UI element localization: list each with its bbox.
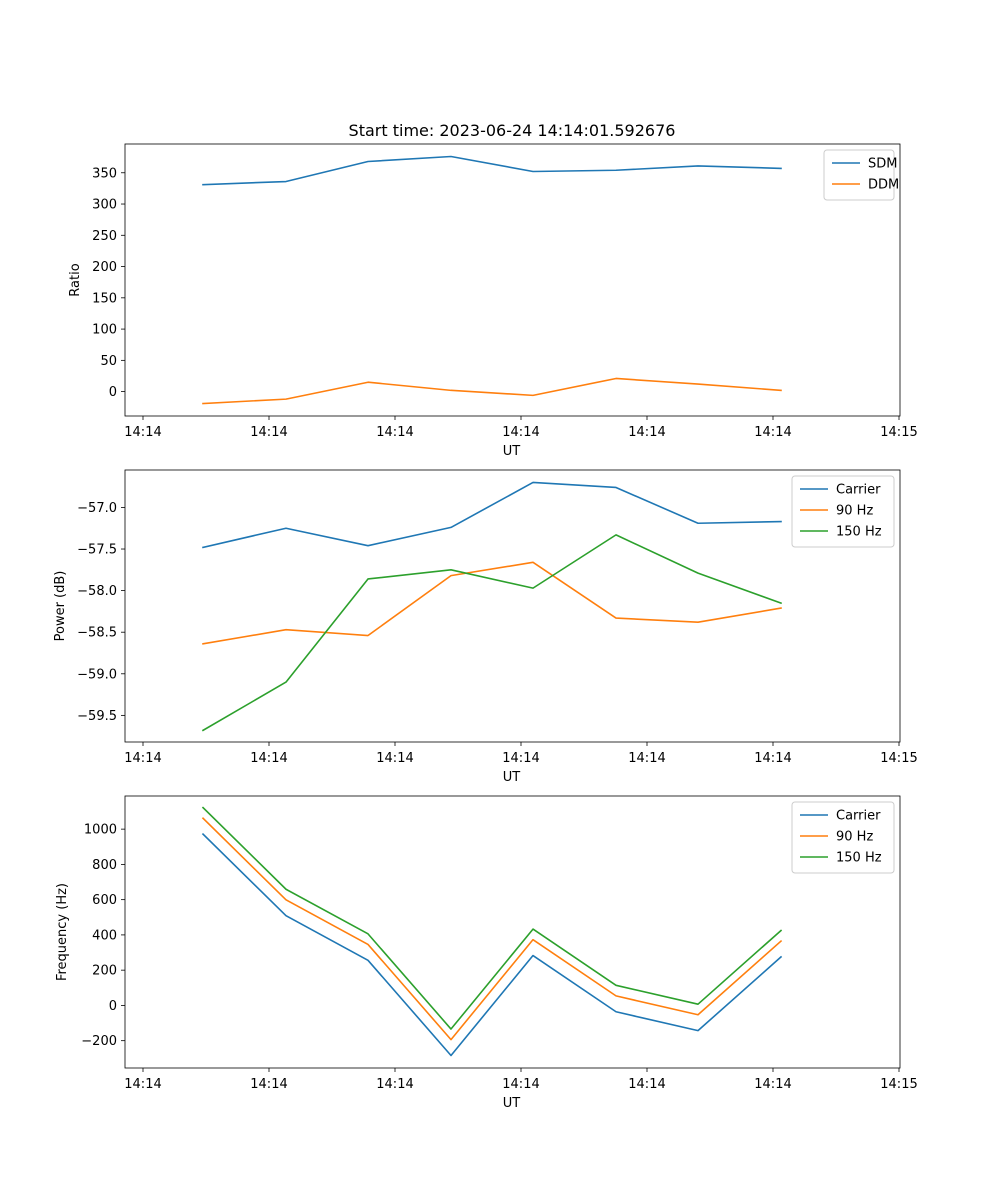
series-line-3-2 xyxy=(201,817,783,1041)
x-tick-label: 14:14 xyxy=(376,425,413,440)
x-tick-label: 14:14 xyxy=(628,425,665,440)
y-tick-label: −200 xyxy=(81,1034,117,1049)
x-tick-label: 14:14 xyxy=(124,1077,161,1092)
y-tick-label: 100 xyxy=(92,323,117,338)
series-line-2-3 xyxy=(201,534,783,732)
legend-label: 150 Hz xyxy=(836,851,882,866)
figure-title: Start time: 2023-06-24 14:14:01.592676 xyxy=(349,121,676,140)
legend-label: 150 Hz xyxy=(836,525,882,540)
x-tick-label: 14:14 xyxy=(502,425,539,440)
legend-box xyxy=(791,801,895,874)
x-tick-label: 14:14 xyxy=(376,1077,413,1092)
x-tick-label: 14:14 xyxy=(754,1077,791,1092)
y-tick-label: −59.5 xyxy=(77,709,117,724)
x-tick-label: 14:14 xyxy=(250,425,287,440)
x-axis-label: UT xyxy=(503,1096,521,1111)
legend-label: SDM xyxy=(868,157,897,172)
series-line-3-3 xyxy=(201,806,783,1030)
legend-label: Carrier xyxy=(836,809,881,824)
x-tick-label: 14:15 xyxy=(880,751,917,766)
chart-panels: 14:14 14:14 14:14 14:14 14:14 14:14 14:15 0 50 10… xyxy=(53,143,918,1111)
y-tick-label: 200 xyxy=(92,260,117,275)
legend-label: 90 Hz xyxy=(836,830,873,845)
y-tick-label: −58.0 xyxy=(77,584,117,599)
legend-label: DDM xyxy=(868,178,899,193)
x-axis-label: UT xyxy=(503,444,521,459)
x-tick-label: 14:14 xyxy=(628,751,665,766)
y-tick-label: 150 xyxy=(92,291,117,306)
y-tick-label: 250 xyxy=(92,229,117,244)
y-axis-label: Frequency (Hz) xyxy=(55,883,70,981)
legend-box xyxy=(791,475,895,548)
y-tick-label: 800 xyxy=(92,858,117,873)
y-tick-label: 600 xyxy=(92,893,117,908)
chart-panel-2: 14:14 14:14 14:14 14:14 14:14 14:14 14:15 −59.5… xyxy=(53,469,918,785)
legend: Carrier 90 Hz 150 Hz xyxy=(791,475,895,548)
axes-frame xyxy=(124,469,901,743)
x-tick-label: 14:14 xyxy=(250,1077,287,1092)
y-tick-label: 200 xyxy=(92,964,117,979)
x-tick-label: 14:14 xyxy=(502,1077,539,1092)
y-tick-label: −59.0 xyxy=(77,667,117,682)
x-tick-label: 14:15 xyxy=(880,1077,917,1092)
y-tick-label: 400 xyxy=(92,928,117,943)
legend-label: Carrier xyxy=(836,483,881,498)
legend: Carrier 90 Hz 150 Hz xyxy=(791,801,895,874)
series-line-2-1 xyxy=(202,481,782,549)
x-axis-label: UT xyxy=(503,770,521,785)
chart-panel-1: 14:14 14:14 14:14 14:14 14:14 14:14 14:15 0 50 10… xyxy=(68,143,918,459)
y-tick-label: 50 xyxy=(100,354,117,369)
x-tick-label: 14:14 xyxy=(502,751,539,766)
series-line-1-2 xyxy=(202,377,782,405)
x-tick-label: 14:14 xyxy=(376,751,413,766)
x-tick-label: 14:14 xyxy=(754,425,791,440)
y-tick-label: −57.5 xyxy=(77,543,117,558)
y-tick-label: −57.0 xyxy=(77,501,117,516)
x-tick-label: 14:14 xyxy=(124,751,161,766)
x-tick-label: 14:14 xyxy=(250,751,287,766)
x-tick-label: 14:15 xyxy=(880,425,917,440)
x-tick-label: 14:14 xyxy=(754,751,791,766)
y-axis-label: Ratio xyxy=(68,263,83,296)
series-line-2-2 xyxy=(202,561,782,645)
x-tick-label: 14:14 xyxy=(124,425,161,440)
y-tick-label: 300 xyxy=(92,198,117,213)
legend-label: 90 Hz xyxy=(836,504,873,519)
y-tick-label: −58.5 xyxy=(77,626,117,641)
axes-frame xyxy=(124,795,901,1069)
y-tick-label: 0 xyxy=(109,999,117,1014)
legend: SDM DDM xyxy=(823,149,899,201)
chart-panel-3: 14:14 14:14 14:14 14:14 14:14 14:14 14:15 −200 0… xyxy=(55,795,918,1111)
y-axis-label: Power (dB) xyxy=(53,571,68,642)
y-tick-label: 0 xyxy=(109,385,117,400)
series-line-3-1 xyxy=(201,832,783,1057)
y-tick-label: 1000 xyxy=(84,823,117,838)
x-tick-label: 14:14 xyxy=(628,1077,665,1092)
series-line-1-1 xyxy=(202,155,782,186)
y-tick-label: 350 xyxy=(92,166,117,181)
axes-frame xyxy=(124,143,901,417)
